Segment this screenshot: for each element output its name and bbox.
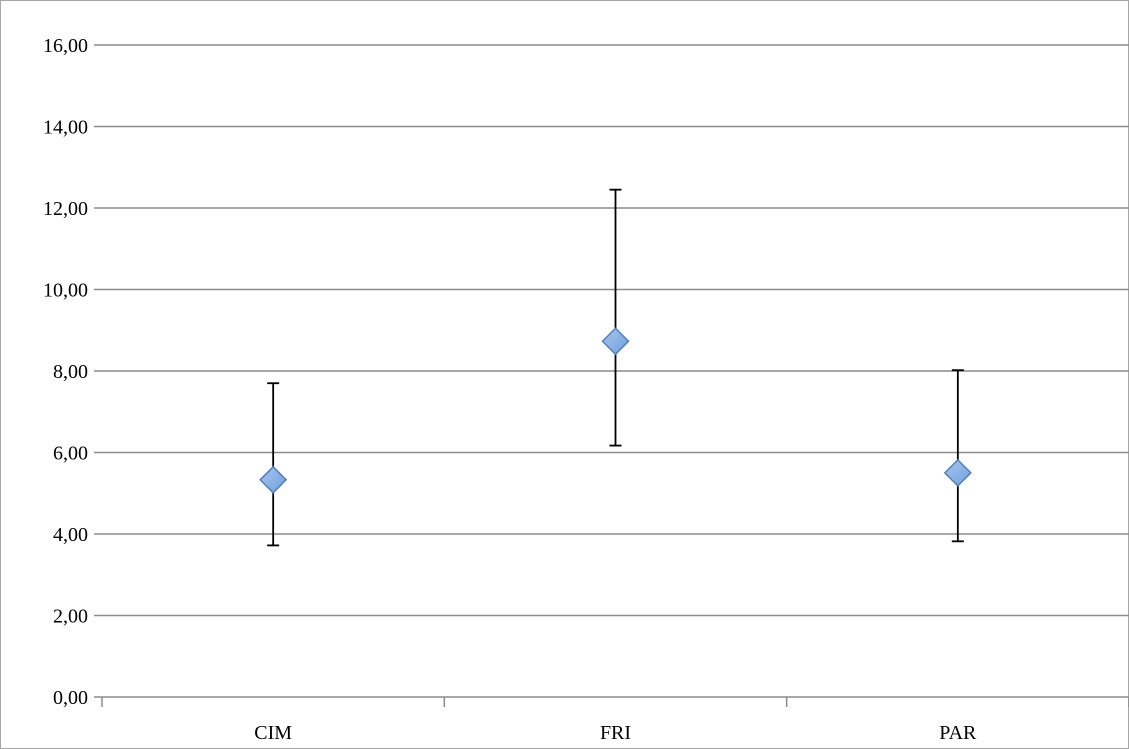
- y-tick-label: 16,00: [43, 35, 88, 57]
- data-point-diamond: [601, 327, 630, 356]
- y-tick-label: 0,00: [53, 687, 88, 709]
- y-tick-label: 4,00: [53, 524, 88, 546]
- data-point-diamond: [259, 465, 288, 494]
- y-tick-label: 12,00: [43, 198, 88, 220]
- y-tick-label: 2,00: [53, 606, 88, 628]
- y-tick-label: 14,00: [43, 117, 88, 139]
- y-tick-label: 8,00: [53, 361, 88, 383]
- y-axis-tick-labels: 0,00 2,00 4,00 6,00 8,00 10,00 12,00 14,00 16,00: [43, 35, 88, 709]
- error-bar: [951, 369, 964, 543]
- x-category-label: PAR: [939, 722, 977, 744]
- error-bar: [609, 188, 622, 447]
- x-axis: [94, 696, 1129, 707]
- data-points: [259, 327, 972, 494]
- y-tick-label: 10,00: [43, 280, 88, 302]
- x-axis-category-labels: CIM FRI PAR: [254, 722, 977, 744]
- x-category-label: FRI: [600, 722, 631, 744]
- error-bar: [267, 382, 280, 547]
- error-bars: [267, 188, 964, 547]
- gridlines: [94, 44, 1129, 617]
- x-category-label: CIM: [254, 722, 292, 744]
- y-tick-label: 6,00: [53, 443, 88, 465]
- data-point-diamond: [943, 458, 972, 487]
